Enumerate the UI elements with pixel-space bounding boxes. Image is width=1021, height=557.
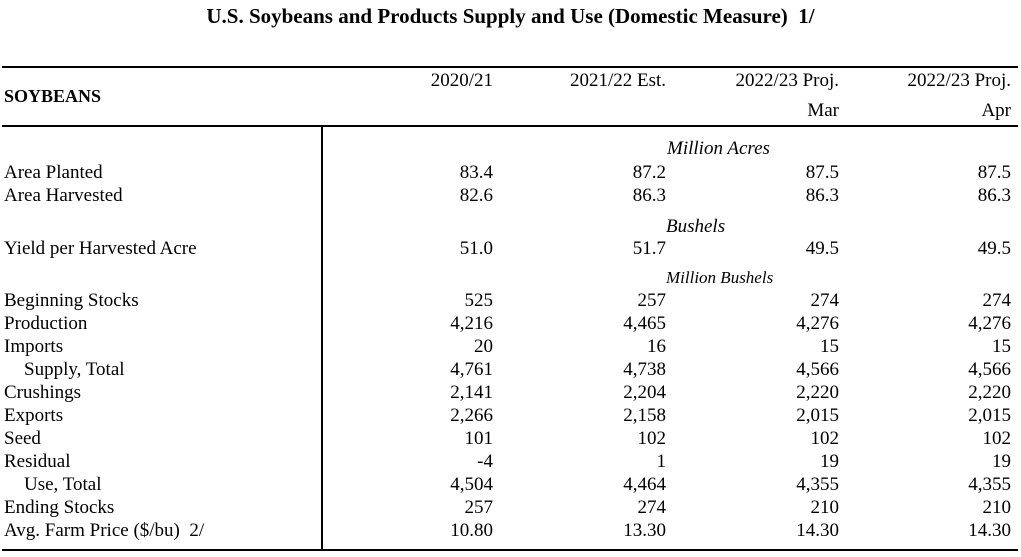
- value-2022-23-apr: 4,566: [968, 359, 1011, 380]
- section-title: SOYBEANS: [4, 86, 102, 106]
- value-2020-21: 4,761: [450, 359, 493, 380]
- value-2021-22: 87.2: [632, 162, 666, 183]
- table-row-production: Production 4,216 4,465 4,276 4,276: [0, 312, 1021, 335]
- value-2021-22: 2,158: [623, 405, 666, 426]
- value-2022-23-mar: 49.5: [805, 238, 839, 259]
- value-2022-23-mar: 4,276: [796, 313, 839, 334]
- table-row-ending-stocks: Ending Stocks 257 274 210 210: [0, 496, 1021, 519]
- row-label: Area Planted: [4, 162, 103, 183]
- value-2021-22: 2,204: [623, 382, 666, 403]
- value-2022-23-mar: 87.5: [805, 162, 839, 183]
- value-2022-23-apr: 210: [982, 497, 1012, 518]
- value-2022-23-apr: 102: [982, 428, 1012, 449]
- value-2020-21: 20: [474, 336, 493, 357]
- row-label: Imports: [4, 336, 64, 357]
- value-2021-22: 4,738: [623, 359, 666, 380]
- row-label: Production: [4, 313, 88, 334]
- value-2021-22: 51.7: [632, 238, 666, 259]
- column-header-2022-23-apr: 2022/23 Proj.: [907, 70, 1011, 91]
- value-2020-21: 83.4: [459, 162, 493, 183]
- value-2020-21: 525: [464, 290, 494, 311]
- value-2022-23-mar: 4,566: [796, 359, 839, 380]
- value-2022-23-mar: 15: [820, 336, 839, 357]
- value-2020-21: 4,216: [450, 313, 493, 334]
- value-2022-23-apr: 49.5: [977, 238, 1011, 259]
- value-2021-22: 102: [637, 428, 667, 449]
- table-row-exports: Exports 2,266 2,158 2,015 2,015: [0, 404, 1021, 427]
- value-2022-23-apr: 14.30: [968, 520, 1011, 541]
- value-2021-22: 4,465: [623, 313, 666, 334]
- value-2020-21: 10.80: [450, 520, 493, 541]
- header-rule: [2, 125, 1018, 127]
- bottom-rule: [2, 549, 1018, 551]
- value-2020-21: 2,266: [450, 405, 493, 426]
- row-label: Seed: [4, 428, 41, 449]
- value-2020-21: 2,141: [450, 382, 493, 403]
- value-2022-23-mar: 4,355: [796, 474, 839, 495]
- row-label: Yield per Harvested Acre: [4, 238, 197, 259]
- value-2022-23-mar: 19: [820, 451, 839, 472]
- value-2022-23-apr: 19: [992, 451, 1011, 472]
- table-row-seed: Seed 101 102 102 102: [0, 427, 1021, 450]
- value-2022-23-mar: 86.3: [805, 185, 839, 206]
- value-2022-23-apr: 2,015: [968, 405, 1011, 426]
- value-2021-22: 257: [637, 290, 667, 311]
- value-2020-21: -4: [477, 451, 493, 472]
- table-row-imports: Imports 20 16 15 15: [0, 335, 1021, 358]
- column-divider: [321, 126, 323, 550]
- value-2022-23-apr: 2,220: [968, 382, 1011, 403]
- value-2022-23-apr: 4,276: [968, 313, 1011, 334]
- table-row-supply-total: Supply, Total 4,761 4,738 4,566 4,566: [0, 358, 1021, 381]
- row-label: Ending Stocks: [4, 497, 115, 518]
- column-subheader-apr: Apr: [981, 100, 1011, 121]
- table-row-beginning-stocks: Beginning Stocks 525 257 274 274: [0, 289, 1021, 312]
- row-label: Avg. Farm Price ($/bu) 2/: [4, 520, 205, 541]
- row-label: Crushings: [4, 382, 82, 403]
- table-row-area-harvested: Area Harvested 82.6 86.3 86.3 86.3: [0, 184, 1021, 207]
- value-2022-23-apr: 87.5: [977, 162, 1011, 183]
- top-rule: [2, 66, 1018, 68]
- value-2020-21: 51.0: [459, 238, 493, 259]
- value-2022-23-mar: 14.30: [796, 520, 839, 541]
- value-2022-23-mar: 274: [810, 290, 840, 311]
- row-label: Beginning Stocks: [4, 290, 139, 311]
- report-title: U.S. Soybeans and Products Supply and Us…: [206, 4, 815, 28]
- value-2021-22: 16: [647, 336, 666, 357]
- column-subheader-mar: Mar: [807, 100, 839, 121]
- unit-million-bushels: Million Bushels: [666, 268, 774, 287]
- value-2022-23-mar: 2,015: [796, 405, 839, 426]
- value-2022-23-mar: 210: [810, 497, 840, 518]
- value-2021-22: 274: [637, 497, 667, 518]
- column-header-2022-23-mar: 2022/23 Proj.: [735, 70, 839, 91]
- unit-bushels: Bushels: [666, 216, 726, 237]
- table-row-yield: Yield per Harvested Acre 51.0 51.7 49.5 …: [0, 237, 1021, 260]
- table-row-crushings: Crushings 2,141 2,204 2,220 2,220: [0, 381, 1021, 404]
- value-2022-23-mar: 102: [810, 428, 840, 449]
- value-2022-23-apr: 4,355: [968, 474, 1011, 495]
- row-label: Residual: [4, 451, 71, 472]
- unit-million-acres: Million Acres: [667, 138, 770, 159]
- value-2021-22: 1: [656, 451, 667, 472]
- value-2022-23-apr: 86.3: [977, 185, 1011, 206]
- value-2021-22: 4,464: [623, 474, 666, 495]
- table-row-area-planted: Area Planted 83.4 87.2 87.5 87.5: [0, 161, 1021, 184]
- value-2022-23-apr: 15: [992, 336, 1011, 357]
- table-row-use-total: Use, Total 4,504 4,464 4,355 4,355: [0, 473, 1021, 496]
- row-label: Supply, Total: [24, 359, 125, 380]
- table-row-residual: Residual -4 1 19 19: [0, 450, 1021, 473]
- value-2021-22: 13.30: [623, 520, 666, 541]
- value-2020-21: 257: [464, 497, 494, 518]
- value-2020-21: 82.6: [459, 185, 493, 206]
- value-2021-22: 86.3: [632, 185, 666, 206]
- value-2022-23-apr: 274: [982, 290, 1012, 311]
- row-label: Exports: [4, 405, 64, 426]
- column-header-2021-22: 2021/22 Est.: [569, 70, 666, 91]
- column-header-2020-21: 2020/21: [430, 70, 493, 91]
- value-2022-23-mar: 2,220: [796, 382, 839, 403]
- value-2020-21: 4,504: [450, 474, 493, 495]
- table-row-avg-farm-price: Avg. Farm Price ($/bu) 2/ 10.80 13.30 14…: [0, 519, 1021, 542]
- row-label: Area Harvested: [4, 185, 123, 206]
- value-2020-21: 101: [464, 428, 494, 449]
- row-label: Use, Total: [24, 474, 102, 495]
